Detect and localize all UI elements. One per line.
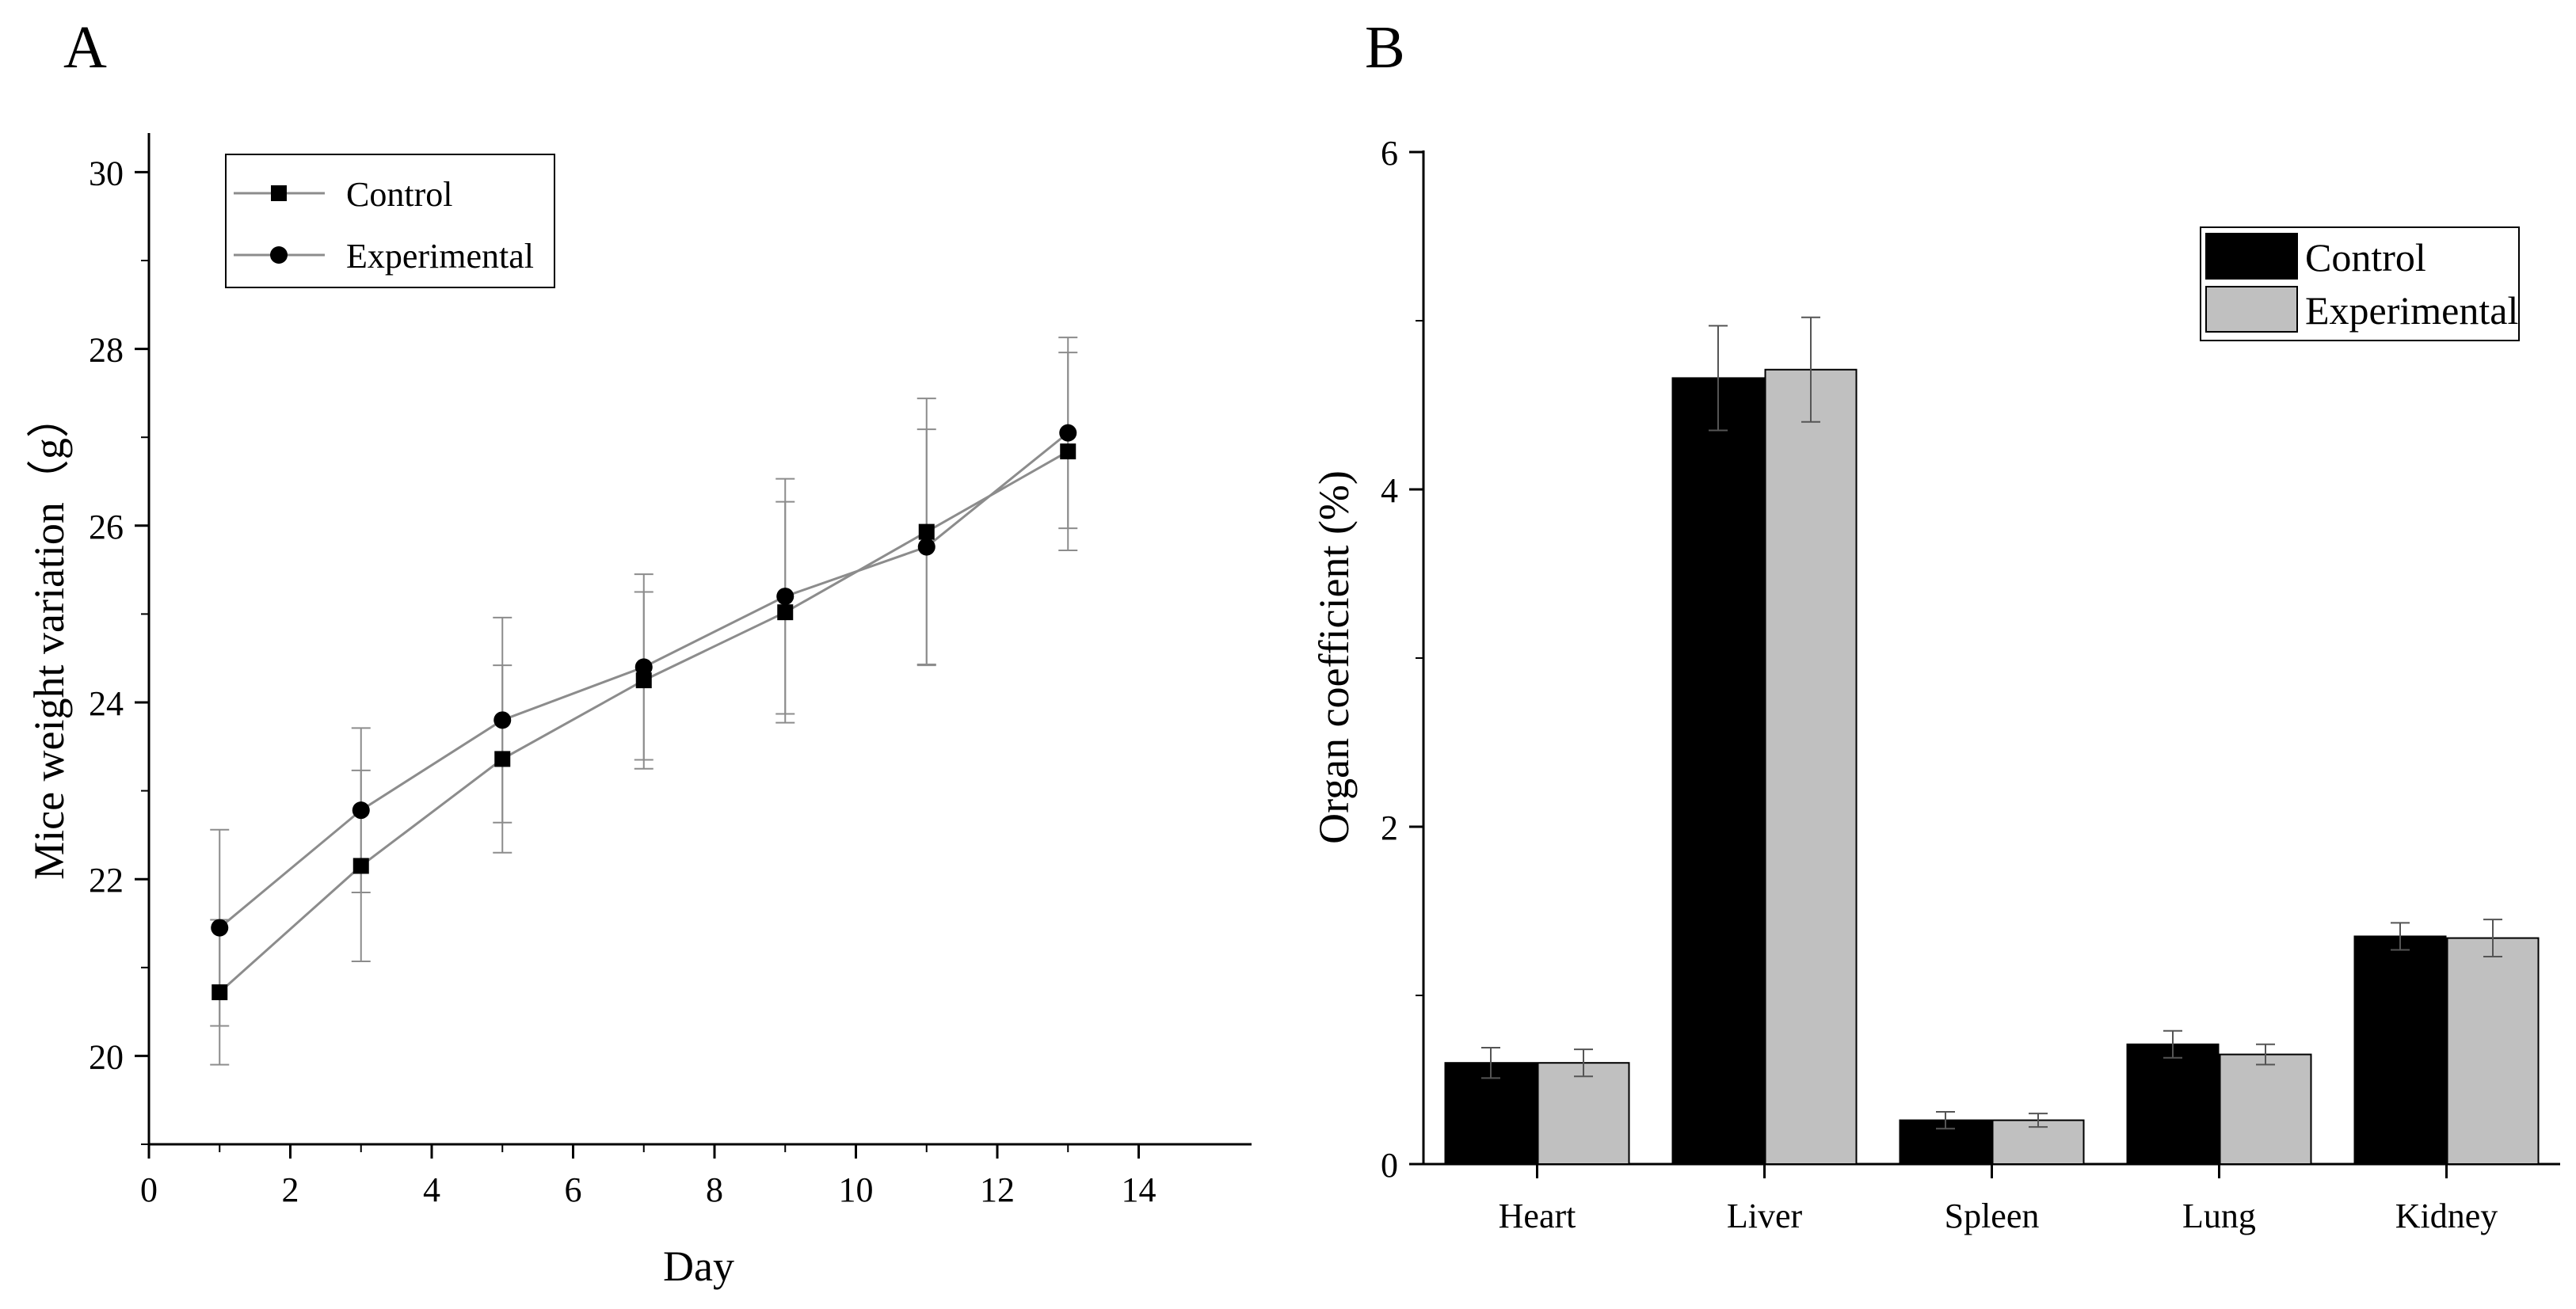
panel-b-label: B — [1365, 14, 1405, 81]
legend-control-swatch — [2205, 233, 2298, 280]
y-tick-label: 20 — [89, 1037, 124, 1076]
panel-a-series — [210, 337, 1078, 1066]
legend-experimental-circle-marker — [270, 246, 288, 264]
y-tick-label: 2 — [1381, 809, 1398, 847]
experimental-point — [352, 801, 370, 820]
category-label: Heart — [1499, 1197, 1576, 1235]
panel-a-legend-control: Control — [346, 175, 452, 214]
y-tick-label: 30 — [89, 154, 124, 192]
panel-a-label: A — [63, 14, 107, 81]
x-tick-label: 10 — [839, 1170, 874, 1209]
control-point — [352, 858, 369, 874]
x-tick-label: 8 — [706, 1170, 723, 1209]
panel-a-x-axis-label: Day — [663, 1242, 734, 1290]
panel-b-y-axis-label: Organ coefficient (%) — [1310, 470, 1358, 844]
experimental-bar-heart — [1537, 1062, 1630, 1165]
panel-b-ticks: 0 2 4 6 Heart Liver Spleen Lung Kidney — [1381, 134, 2498, 1235]
control-point — [635, 672, 652, 689]
control-bar-heart — [1444, 1062, 1538, 1165]
panel-b-legend-control: Control — [2305, 235, 2426, 280]
control-bar-kidney — [2353, 935, 2447, 1165]
experimental-point — [776, 588, 795, 606]
y-tick-label: 28 — [89, 331, 124, 370]
x-tick-label: 12 — [980, 1170, 1015, 1209]
y-tick-label: 0 — [1381, 1146, 1398, 1185]
y-tick-label: 4 — [1381, 471, 1398, 510]
experimental-point — [917, 538, 936, 556]
legend-experimental-swatch — [2205, 286, 2298, 333]
x-tick-label: 4 — [423, 1170, 440, 1209]
category-label: Spleen — [1945, 1197, 2040, 1235]
panel-a-legend-box — [225, 154, 555, 288]
y-tick-label: 22 — [89, 861, 124, 900]
panel-b-bars — [1444, 316, 2540, 1166]
experimental-bar-liver — [1764, 368, 1858, 1165]
experimental-point — [493, 711, 512, 729]
control-point — [211, 984, 228, 1001]
control-point — [1060, 443, 1077, 460]
y-tick-label: 26 — [89, 508, 124, 546]
x-tick-label: 2 — [282, 1170, 299, 1209]
experimental-point — [211, 919, 229, 937]
y-tick-label: 24 — [89, 684, 124, 723]
x-tick-label: 14 — [1122, 1170, 1157, 1209]
x-tick-label: 0 — [140, 1170, 158, 1209]
category-label: Liver — [1727, 1197, 1803, 1235]
control-point — [777, 604, 794, 621]
panel-b-bar-chart: B 0 2 4 6 Heart Liver Spleen Lung Kidney Organ c… — [1310, 14, 2560, 1235]
experimental-point — [1059, 424, 1077, 442]
category-label: Lung — [2182, 1197, 2256, 1235]
legend-control-square-marker — [271, 185, 287, 201]
panel-b-legend: Control Experimental — [2200, 226, 2520, 341]
panel-b-legend-experimental: Experimental — [2305, 288, 2518, 333]
panel-a-legend: Control Experimental — [225, 154, 555, 288]
x-tick-label: 6 — [565, 1170, 582, 1209]
control-bar-liver — [1671, 377, 1765, 1166]
category-label: Kidney — [2395, 1197, 2498, 1235]
control-bar-lung — [2126, 1043, 2220, 1166]
panel-a-legend-experimental: Experimental — [346, 237, 534, 276]
panel-a-y-axis-label: Mice weight variation（g） — [25, 395, 73, 880]
experimental-point — [634, 658, 653, 676]
control-point — [918, 523, 935, 540]
experimental-bar-kidney — [2446, 937, 2540, 1165]
control-point — [494, 751, 511, 767]
y-tick-label: 6 — [1381, 134, 1398, 173]
experimental-bar-lung — [2219, 1053, 2312, 1166]
